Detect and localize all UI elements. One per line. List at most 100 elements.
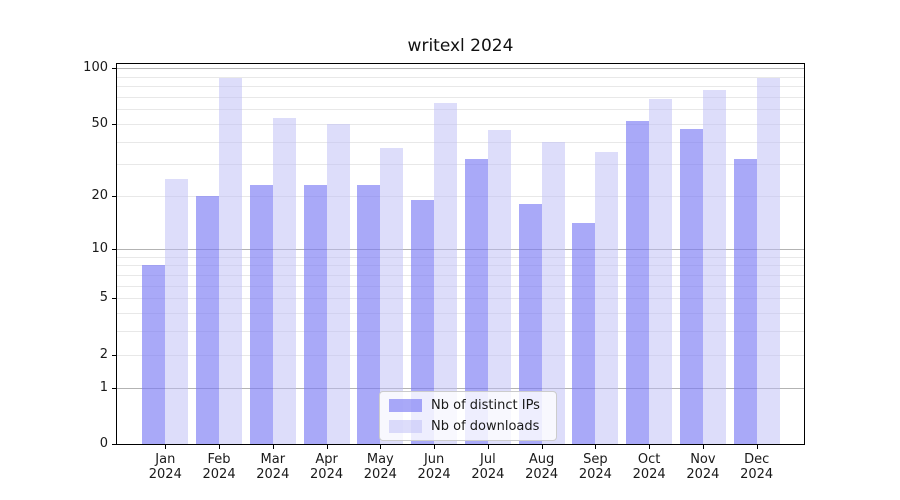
y-tick-mark bbox=[112, 387, 116, 389]
legend-row-downloads: Nb of downloads bbox=[389, 418, 547, 435]
bar-ips-mar bbox=[249, 185, 273, 444]
gridline-minor bbox=[117, 196, 804, 198]
gridline-minor bbox=[117, 109, 804, 111]
x-tick-label-line: Apr bbox=[315, 452, 338, 467]
gridline-minor bbox=[117, 331, 804, 333]
x-tick-label-line: Mar bbox=[260, 452, 286, 467]
y-tick-mark bbox=[112, 68, 116, 70]
x-tick-mark bbox=[595, 445, 597, 449]
bar-ips-may bbox=[357, 185, 381, 444]
gridline-minor bbox=[117, 86, 804, 88]
bar-downloads-nov bbox=[702, 90, 726, 444]
x-tick-label-line: Nov bbox=[690, 452, 716, 467]
gridline-major bbox=[117, 68, 804, 70]
x-tick-label: Sep 2024 bbox=[555, 452, 635, 482]
y-tick-mark bbox=[112, 444, 116, 445]
bar-downloads-jun bbox=[434, 102, 458, 444]
x-tick-mark bbox=[649, 445, 651, 449]
x-tick-label-line: 2024 bbox=[471, 467, 505, 482]
y-tick-label: 10 bbox=[91, 240, 108, 256]
bar-downloads-jan bbox=[165, 178, 189, 444]
x-tick-label-line: 2024 bbox=[202, 467, 236, 482]
gridline-minor bbox=[117, 256, 804, 258]
bar-ips-aug bbox=[518, 204, 542, 444]
gridline-minor bbox=[117, 164, 804, 166]
x-tick-mark bbox=[434, 445, 436, 449]
y-tick-mark bbox=[112, 298, 116, 300]
bar-ips-sep bbox=[572, 223, 596, 444]
gridline-minor bbox=[117, 123, 804, 125]
y-tick-label: 100 bbox=[83, 60, 108, 76]
plot-area bbox=[116, 63, 805, 445]
x-tick-label-line: Jan bbox=[155, 452, 176, 467]
gridline-minor bbox=[117, 76, 804, 78]
x-tick-label-line: 2024 bbox=[686, 467, 720, 482]
x-tick-label-line: 2024 bbox=[740, 467, 774, 482]
x-tick-mark bbox=[272, 445, 274, 449]
y-tick-label: 1 bbox=[99, 379, 108, 395]
gridline-major bbox=[117, 248, 804, 250]
bar-downloads-aug bbox=[541, 141, 565, 444]
y-tick-label: 2 bbox=[99, 346, 108, 362]
gridline-minor bbox=[117, 298, 804, 300]
bar-ips-oct bbox=[626, 120, 650, 444]
x-tick-label: Dec 2024 bbox=[717, 452, 797, 482]
bar-ips-dec bbox=[733, 159, 757, 444]
x-tick-label: May 2024 bbox=[340, 452, 420, 482]
y-tick-mark bbox=[112, 354, 116, 356]
gridline-major bbox=[117, 387, 804, 389]
x-tick-label: Apr 2024 bbox=[287, 452, 367, 482]
x-tick-label-line: Dec bbox=[744, 452, 770, 467]
x-tick-label-line: Jul bbox=[480, 452, 496, 467]
x-tick-label-line: 2024 bbox=[578, 467, 612, 482]
x-tick-label-line: 2024 bbox=[310, 467, 344, 482]
legend-label-downloads: Nb of downloads bbox=[431, 419, 540, 434]
x-tick-label: Nov 2024 bbox=[663, 452, 743, 482]
y-tick-mark bbox=[112, 196, 116, 198]
x-tick-label-line: 2024 bbox=[632, 467, 666, 482]
legend-swatch-downloads bbox=[389, 420, 422, 433]
legend-label-distinct-ips: Nb of distinct IPs bbox=[431, 398, 540, 413]
chart-title: writexl 2024 bbox=[407, 36, 514, 56]
x-tick-mark bbox=[326, 445, 328, 449]
bar-downloads-may bbox=[380, 147, 404, 444]
x-tick-label: Jan 2024 bbox=[125, 452, 205, 482]
x-tick-label: Jul 2024 bbox=[448, 452, 528, 482]
x-tick-label: Aug 2024 bbox=[502, 452, 582, 482]
x-tick-label-line: May bbox=[366, 452, 394, 467]
legend-swatch-distinct-ips bbox=[389, 399, 422, 412]
gridline-minor bbox=[117, 285, 804, 287]
x-tick-mark bbox=[165, 445, 167, 449]
gridline-minor bbox=[117, 354, 804, 356]
bar-downloads-jul bbox=[487, 130, 511, 444]
gridline-minor bbox=[117, 141, 804, 143]
bar-ips-jul bbox=[464, 159, 488, 444]
bar-ips-jan bbox=[142, 265, 166, 444]
x-tick-label: Feb 2024 bbox=[179, 452, 259, 482]
y-tick-label: 5 bbox=[99, 290, 108, 306]
x-tick-label-line: 2024 bbox=[148, 467, 182, 482]
x-tick-label-line: Jun bbox=[423, 452, 445, 467]
bar-downloads-dec bbox=[756, 78, 780, 444]
gridline-minor bbox=[117, 312, 804, 314]
gridline-minor bbox=[117, 96, 804, 98]
gridline-minor bbox=[117, 274, 804, 276]
legend: Nb of distinct IPs Nb of downloads bbox=[379, 391, 557, 441]
y-tick-label: 0 bbox=[99, 436, 108, 451]
bar-downloads-sep bbox=[595, 152, 619, 444]
bar-ips-jun bbox=[411, 200, 435, 444]
bar-ips-nov bbox=[679, 128, 703, 444]
y-tick-mark bbox=[112, 123, 116, 125]
gridline-minor bbox=[117, 265, 804, 267]
x-tick-label: Jun 2024 bbox=[394, 452, 474, 482]
y-tick-mark bbox=[112, 248, 116, 250]
bar-downloads-feb bbox=[219, 78, 243, 444]
x-tick-label-line: 2024 bbox=[363, 467, 397, 482]
x-tick-mark bbox=[219, 445, 221, 449]
bar-ips-feb bbox=[196, 196, 220, 444]
x-tick-label-line: Sep bbox=[583, 452, 608, 467]
bar-ips-apr bbox=[303, 185, 327, 444]
bar-downloads-apr bbox=[326, 123, 350, 444]
y-tick-label: 50 bbox=[91, 115, 108, 131]
